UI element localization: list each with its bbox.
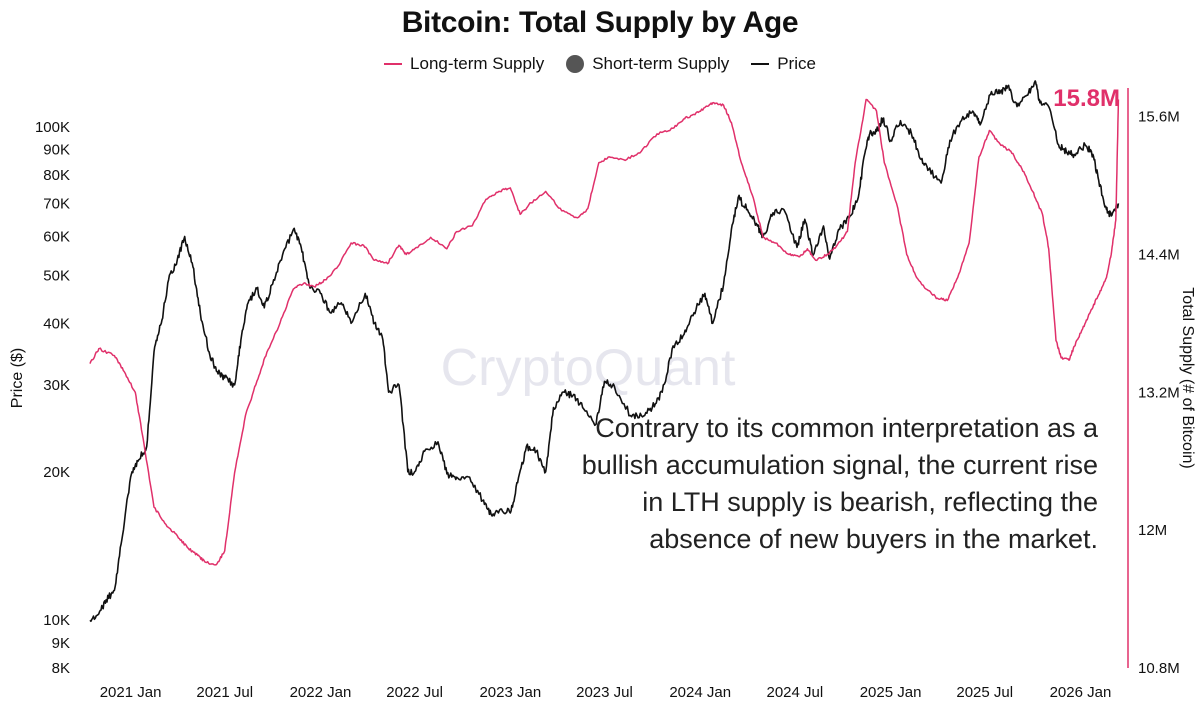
right-tick-label: 12M — [1138, 522, 1167, 539]
x-tick-label: 2021 Jul — [196, 684, 253, 701]
x-tick-label: 2022 Jan — [290, 684, 352, 701]
legend-label-short-term: Short-term Supply — [592, 54, 730, 73]
left-tick-label: 60K — [43, 228, 70, 245]
chart-title: Bitcoin: Total Supply by Age — [401, 6, 799, 39]
left-tick-label: 30K — [43, 377, 70, 394]
left-tick-label: 10K — [43, 612, 70, 629]
x-tick-label: 2023 Jul — [576, 684, 633, 701]
left-tick-label: 20K — [43, 464, 70, 481]
x-tick-label: 2022 Jul — [386, 684, 443, 701]
left-tick-label: 9K — [52, 635, 70, 652]
left-axis: 8K 9K 10K 20K 30K 40K 50K 60K 70K 80K 90K 100K — [35, 119, 70, 677]
long-term-supply-line — [89, 98, 1120, 566]
left-tick-label: 40K — [43, 315, 70, 332]
right-axis: 10.8M 12M 13.2M 14.4M 15.6M — [1138, 109, 1180, 677]
left-tick-label: 100K — [35, 119, 70, 136]
left-tick-label: 90K — [43, 142, 70, 159]
right-tick-label: 13.2M — [1138, 384, 1180, 401]
right-tick-label: 10.8M — [1138, 660, 1180, 677]
x-axis: 2021 Jan 2021 Jul 2022 Jan 2022 Jul 2023 Jan… — [100, 684, 1112, 701]
annotation-text: Contrary to its common interpretation as… — [581, 413, 1098, 554]
x-tick-label: 2021 Jan — [100, 684, 162, 701]
legend-swatch-long-term — [384, 63, 403, 65]
x-tick-label: 2025 Jul — [956, 684, 1013, 701]
x-tick-label: 2024 Jul — [767, 684, 824, 701]
legend-swatch-price — [751, 63, 770, 65]
right-tick-label: 15.6M — [1138, 109, 1180, 126]
watermark: CryptoQuant — [441, 339, 736, 397]
x-tick-label: 2026 Jan — [1050, 684, 1112, 701]
series-layer — [89, 80, 1120, 623]
price-line — [89, 80, 1120, 623]
legend-label-price: Price — [777, 54, 816, 73]
left-tick-label: 8K — [52, 660, 70, 677]
legend-swatch-short-term — [566, 55, 585, 73]
left-axis-title: Price ($) — [9, 348, 26, 408]
left-tick-label: 70K — [43, 195, 70, 212]
legend-item-short-term[interactable]: Short-term Supply — [566, 54, 729, 74]
x-tick-label: 2023 Jan — [479, 684, 541, 701]
x-tick-label: 2025 Jan — [860, 684, 922, 701]
chart-legend: Long-term Supply Short-term Supply Price — [0, 54, 1200, 74]
right-tick-label: 14.4M — [1138, 247, 1180, 264]
legend-item-long-term[interactable]: Long-term Supply — [384, 54, 544, 74]
legend-item-price[interactable]: Price — [751, 54, 816, 74]
legend-label-long-term: Long-term Supply — [410, 54, 545, 73]
left-tick-label: 80K — [43, 167, 70, 184]
lth-callout: 15.8M — [1053, 85, 1120, 112]
right-axis-title: Total Supply (# of Bitcoin) — [1179, 287, 1196, 468]
left-tick-label: 50K — [43, 268, 70, 285]
x-tick-label: 2024 Jan — [669, 684, 731, 701]
